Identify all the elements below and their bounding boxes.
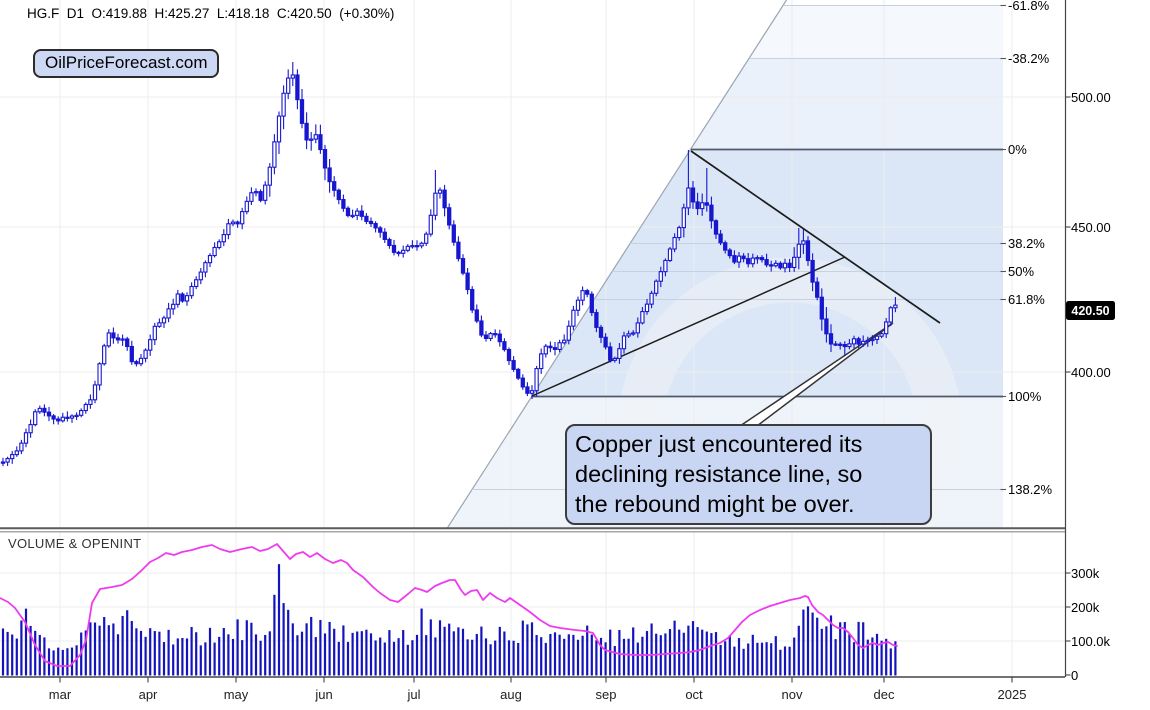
- annotation-line-2: declining resistance line, so: [575, 461, 863, 487]
- fib-level-label: 0%: [1008, 141, 1027, 157]
- site-watermark-badge: OilPriceForecast.com: [33, 49, 220, 78]
- candles: [0, 62, 898, 467]
- open-interest-line: [0, 543, 898, 667]
- fib-level-label: 138.2%: [1008, 481, 1053, 497]
- volume-axis-label: 0: [1071, 667, 1079, 683]
- volume-axis-label: 200k: [1071, 599, 1100, 615]
- price-axis-label: 500.00: [1071, 89, 1111, 105]
- fib-level-label: 61.8%: [1008, 291, 1045, 307]
- month-axis-label: nov: [781, 687, 803, 702]
- badge-label: OilPriceForecast.com: [45, 53, 208, 72]
- month-axis-label: dec: [873, 687, 895, 702]
- volume-panel-title: VOLUME & OPENINT: [8, 536, 142, 551]
- symbol-ohlc-header: HG.F D1 O:419.88 H:425.27 L:418.18 C:420…: [27, 6, 395, 21]
- volume-axis-label: 300k: [1071, 565, 1100, 581]
- price-axis-label: 450.00: [1071, 219, 1111, 235]
- month-axis-label: may: [223, 687, 249, 702]
- month-axis-label: mar: [48, 687, 72, 702]
- month-axis-label: oct: [685, 687, 703, 702]
- fib-level-label: 38.2%: [1008, 235, 1045, 251]
- month-axis-label: jun: [315, 687, 333, 702]
- current-price-tag: 420.50: [1066, 301, 1115, 320]
- volume-bars: [1, 564, 897, 676]
- price-axis-label: 400.00: [1071, 364, 1111, 380]
- volume-axis-label: 100.0k: [1071, 633, 1111, 649]
- fib-level-label: -61.8%: [1008, 0, 1050, 13]
- month-axis-label: aug: [500, 687, 522, 702]
- annotation-line-3: the rebound might be over.: [575, 491, 855, 517]
- annotation-line-1: Copper just encountered its: [575, 431, 863, 457]
- month-axis-label: apr: [138, 687, 158, 702]
- annotation-callout[interactable]: Copper just encountered its declining re…: [565, 424, 932, 525]
- fib-level-label: -38.2%: [1008, 50, 1050, 66]
- fib-band: [690, 58, 1003, 150]
- fib-band: [749, 5, 1003, 58]
- axes-frame: [0, 0, 1071, 683]
- fib-level-label: 50%: [1008, 263, 1035, 279]
- month-axis-label: 2025: [997, 687, 1027, 702]
- month-axis-label: sep: [595, 687, 617, 702]
- month-axis-label: jul: [407, 687, 421, 702]
- volume-openint-panel[interactable]: [0, 532, 1065, 677]
- fib-level-label: 100%: [1008, 388, 1042, 404]
